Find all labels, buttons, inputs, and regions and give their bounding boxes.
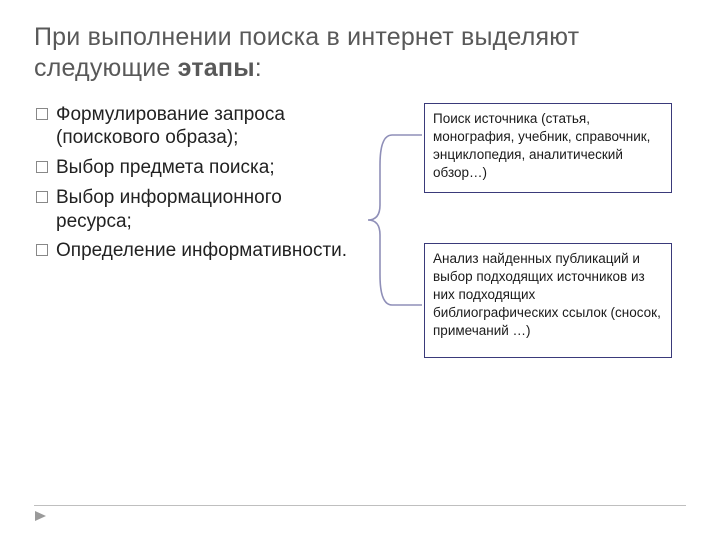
footer-arrow-icon [34, 510, 48, 522]
slide: При выполнении поиска в интернет выделяю… [0, 0, 720, 540]
diagram-box-1: Поиск источника (статья, монография, уче… [424, 103, 672, 193]
list-item: Формулирование запроса (поискового образ… [34, 103, 354, 151]
footer-rule [34, 505, 686, 506]
diagram: Поиск источника (статья, монография, уче… [362, 103, 676, 403]
title-text-tail: : [255, 54, 262, 82]
list-item: Выбор предмета поиска; [34, 156, 354, 180]
list-item: Выбор информационного ресурса; [34, 186, 354, 234]
title-text-emph: этапы [178, 54, 255, 82]
title-text-plain: При выполнении поиска в интернет выделяю… [34, 23, 579, 82]
bracket-icon [362, 125, 424, 315]
diagram-box-2: Анализ найденных публикаций и выбор подх… [424, 243, 672, 358]
bullet-list: Формулирование запроса (поискового образ… [34, 103, 362, 403]
slide-title: При выполнении поиска в интернет выделяю… [34, 22, 686, 85]
list-item: Определение информативности. [34, 239, 354, 263]
body-row: Формулирование запроса (поискового образ… [34, 103, 686, 403]
